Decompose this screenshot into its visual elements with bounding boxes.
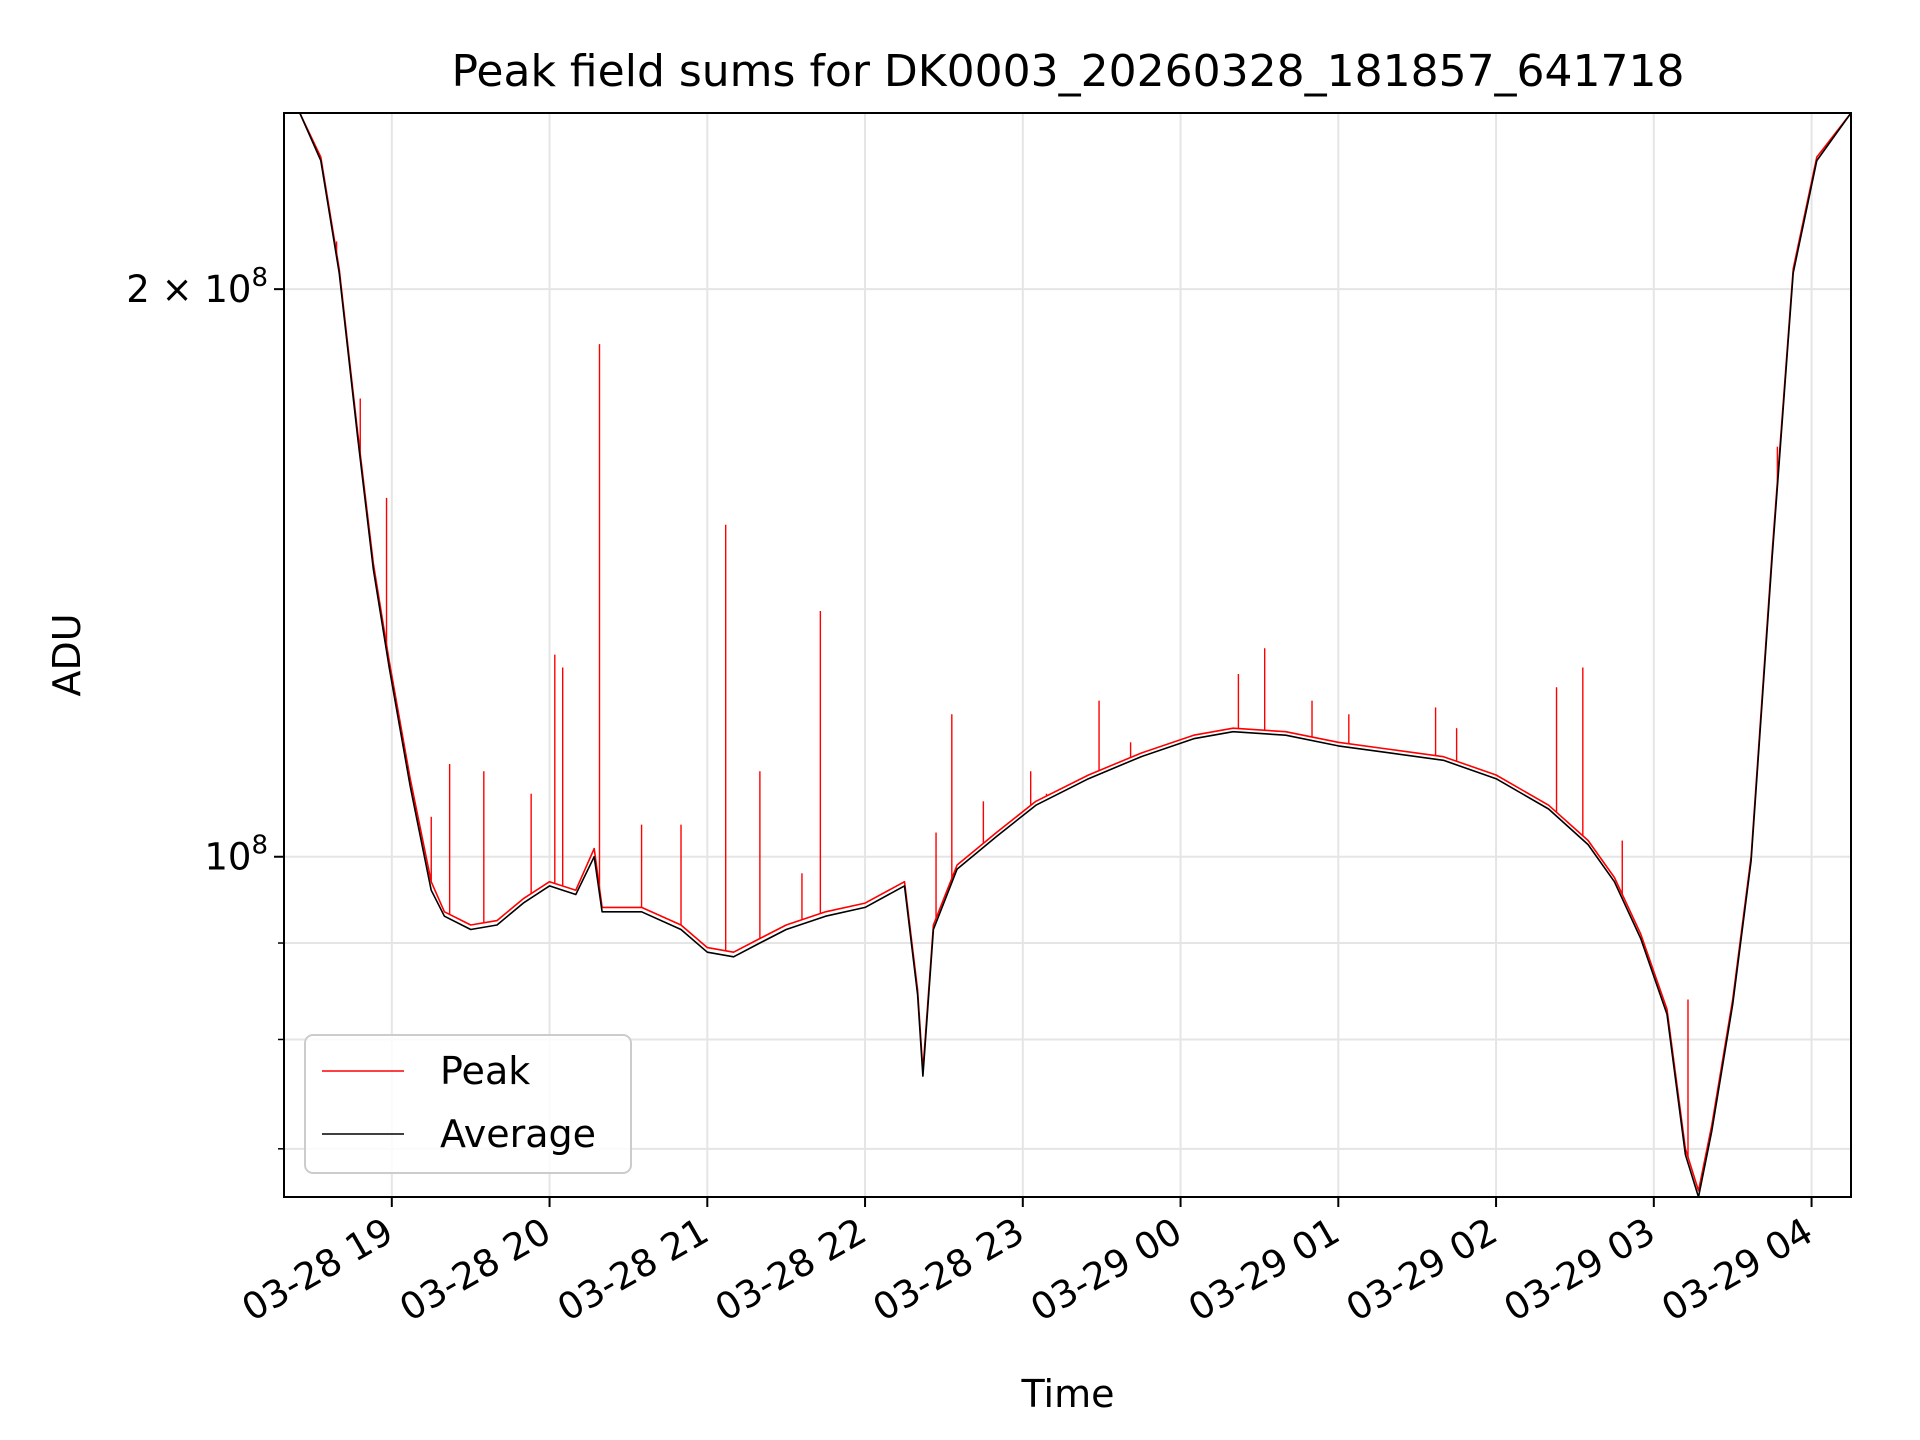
x-axis-label: Time xyxy=(1021,1372,1115,1416)
y-tick-label: 2 × 108 xyxy=(126,263,268,311)
legend: Peak Average xyxy=(304,1034,632,1174)
legend-box xyxy=(304,1034,632,1174)
y-tick-label: 108 xyxy=(204,831,268,879)
plot-series xyxy=(284,113,1851,1197)
y-axis-label: ADU xyxy=(45,613,89,696)
legend-label-average: Average xyxy=(440,1112,596,1156)
series-line-average xyxy=(284,113,1851,1197)
axes-frame xyxy=(283,112,1852,1198)
chart-title: Peak field sums for DK0003_20260328_1818… xyxy=(451,46,1684,97)
gridlines xyxy=(284,113,1851,1197)
legend-label-peak: Peak xyxy=(440,1049,530,1093)
